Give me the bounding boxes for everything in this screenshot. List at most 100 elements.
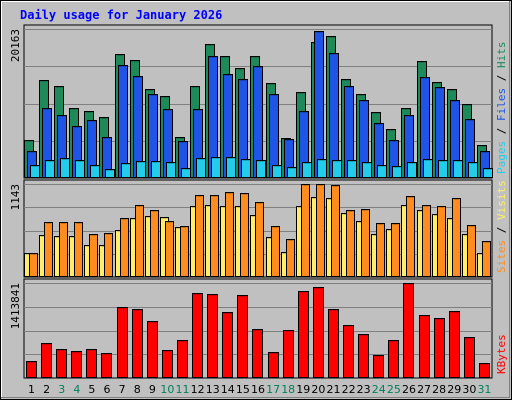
bar	[210, 195, 219, 277]
bar	[101, 353, 112, 378]
day-label: 7	[119, 383, 126, 396]
bar	[358, 334, 369, 378]
bar	[388, 340, 399, 378]
panel-hits: 20163 Pages / Files / Hits	[9, 24, 508, 179]
bar	[272, 165, 282, 178]
bar	[483, 168, 493, 178]
bar	[59, 222, 68, 277]
bar	[117, 307, 128, 378]
bar	[211, 157, 221, 178]
day-label: 8	[134, 383, 141, 396]
bar	[449, 311, 460, 378]
bar	[407, 162, 417, 178]
bar	[104, 233, 113, 277]
legend-entry: Visits	[495, 180, 508, 220]
bar	[406, 196, 415, 277]
day-label: 19	[296, 383, 310, 396]
day-label: 27	[417, 383, 431, 396]
day-label: 17	[266, 383, 280, 396]
bar	[301, 184, 310, 277]
day-label: 31	[477, 383, 491, 396]
bar	[268, 352, 279, 378]
bar	[162, 350, 173, 378]
bar	[195, 195, 204, 277]
bar	[45, 160, 55, 178]
bar	[86, 349, 97, 378]
bar	[437, 206, 446, 277]
series-visits	[24, 197, 486, 277]
bar	[328, 309, 339, 378]
bar	[222, 312, 233, 378]
bar	[252, 329, 263, 378]
bar	[121, 163, 131, 178]
bar	[29, 253, 38, 277]
bar	[467, 225, 476, 277]
bar	[75, 160, 85, 178]
series-sites	[29, 184, 491, 277]
series-legend: Pages / Files / Hits	[495, 42, 508, 175]
legend-entry: Sites	[495, 240, 508, 273]
bar	[438, 160, 448, 178]
bar	[482, 241, 491, 277]
panel-kbytes: 1413841 KBytes	[9, 278, 508, 379]
bar	[392, 166, 402, 178]
bar	[346, 210, 355, 277]
bar	[165, 221, 174, 277]
bar	[423, 159, 433, 178]
bar	[30, 165, 40, 178]
bar	[362, 162, 372, 178]
bar	[287, 167, 297, 178]
legend-entry: Pages	[495, 141, 508, 174]
bar	[271, 226, 280, 277]
day-label: 1	[28, 383, 35, 396]
day-label: 16	[251, 383, 265, 396]
bar	[207, 294, 218, 378]
axis-max-label: 20163	[9, 29, 22, 62]
bar	[332, 160, 342, 178]
plot-area: 20163 Pages / Files / Hits 1143 Sites / Vis…	[9, 24, 508, 379]
bar	[479, 363, 490, 378]
day-label: 21	[326, 383, 340, 396]
day-label: 2	[43, 383, 50, 396]
day-label: 3	[58, 383, 65, 396]
day-label: 4	[73, 383, 80, 396]
day-label: 6	[104, 383, 111, 396]
bar	[240, 193, 249, 277]
day-label: 26	[402, 383, 416, 396]
bar	[180, 226, 189, 277]
bar	[105, 169, 115, 178]
bar	[90, 165, 100, 178]
bar	[41, 343, 52, 378]
bar	[377, 165, 387, 178]
series-legend: Sites / Visits	[495, 180, 508, 273]
bar	[241, 159, 251, 178]
bar	[391, 223, 400, 277]
bar	[150, 210, 159, 277]
day-label: 10	[160, 383, 174, 396]
bar	[166, 162, 176, 178]
day-label: 30	[462, 383, 476, 396]
bar	[118, 65, 128, 178]
bar	[26, 361, 37, 378]
day-label: 13	[206, 383, 220, 396]
bar	[464, 337, 475, 378]
bar	[147, 321, 158, 378]
bar	[56, 349, 67, 378]
day-label: 29	[447, 383, 461, 396]
day-label: 15	[236, 383, 250, 396]
bar	[376, 223, 385, 277]
bar	[196, 158, 206, 178]
day-label: 9	[149, 383, 156, 396]
bar	[44, 222, 53, 277]
bar	[136, 161, 146, 178]
bar	[283, 330, 294, 378]
bar	[302, 162, 312, 178]
bar	[434, 318, 445, 378]
bar	[60, 158, 70, 178]
bar	[373, 355, 384, 378]
day-label: 18	[281, 383, 295, 396]
series-pages	[30, 157, 493, 178]
bar	[403, 283, 414, 378]
bar	[286, 239, 295, 277]
